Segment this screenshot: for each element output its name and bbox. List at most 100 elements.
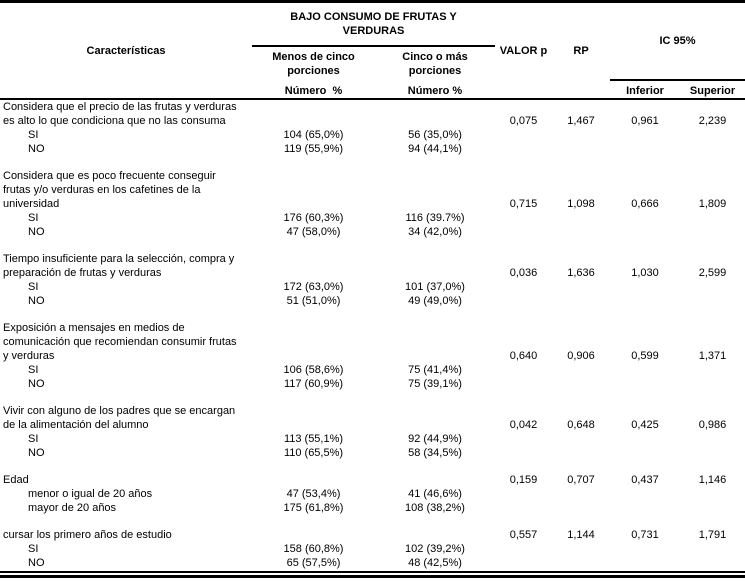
question-row: Considera que el precio de las frutas y … — [0, 99, 745, 128]
question-row: Tiempo insuficiente para la selección, c… — [0, 239, 745, 280]
ic-superior-value: 2,239 — [698, 115, 727, 127]
option-row: NO 47 (58,0%) 34 (42,0%) — [0, 225, 745, 239]
option-row: SI 113 (55,1%) 92 (44,9%) — [0, 432, 745, 446]
option-label: SI — [28, 129, 39, 141]
option-label: NO — [28, 378, 45, 390]
rp-value: 1,467 — [567, 115, 595, 127]
header-row-1: Características BAJO CONSUMO DE FRUTAS Y… — [0, 3, 745, 100]
ic-superior-value: 0,986 — [698, 419, 727, 431]
option-label: SI — [28, 433, 39, 445]
option-row: NO 117 (60,9%) 75 (39,1%) — [0, 377, 745, 391]
menos-cinco-value: 110 (65,5%) — [283, 447, 344, 459]
question-text: cursar los primero años de estudio — [3, 529, 172, 541]
option-row: NO 110 (65,5%) 58 (34,5%) — [0, 446, 745, 460]
valor-p-value: 0,075 — [509, 115, 538, 127]
column-header-valor-p: VALOR p — [495, 3, 553, 100]
cinco-o-mas-value: 116 (39.7%) — [405, 212, 465, 224]
question-row: Considera que es poco frecuente consegui… — [0, 156, 745, 211]
option-row: NO 119 (55,9%) 94 (44,1%) — [0, 142, 745, 156]
ic-inferior-value: 0,961 — [631, 115, 659, 127]
ic-superior-value: 2,599 — [698, 267, 727, 279]
cinco-o-mas-value: 56 (35,0%) — [408, 129, 462, 141]
option-row: SI 158 (60,8%) 102 (39,2%) — [0, 542, 745, 556]
cinco-o-mas-value: 108 (38,2%) — [405, 502, 465, 514]
column-header-numero-pct-cinco: Número % — [375, 80, 496, 100]
column-group-header-bajo-consumo: BAJO CONSUMO DE FRUTAS Y VERDURAS — [252, 3, 496, 47]
cinco-o-mas-value: 92 (44,9%) — [408, 433, 462, 445]
valor-p-value: 0,036 — [509, 267, 538, 279]
valor-p-value: 0,715 — [509, 198, 538, 210]
cinco-o-mas-value: 75 (39,1%) — [408, 378, 462, 390]
ic-inferior-value: 0,666 — [631, 198, 659, 210]
column-header-caracteristicas: Características — [0, 3, 252, 100]
cinco-o-mas-value: 75 (41,4%) — [408, 364, 462, 376]
header-row-2: Menos de cinco porciones Cinco o más por… — [0, 46, 745, 80]
cinco-o-mas-value: 48 (42,5%) — [408, 557, 462, 569]
ic-superior-value: 1,791 — [698, 529, 727, 541]
option-label: NO — [28, 295, 45, 307]
question-text: Tiempo insuficiente para la selección, c… — [3, 253, 235, 279]
menos-cinco-value: 104 (65,0%) — [283, 129, 344, 141]
option-label: menor o igual de 20 años — [28, 488, 153, 500]
ic-inferior-value: 0,437 — [631, 474, 659, 486]
option-row: menor o igual de 20 años 47 (53,4%) 41 (… — [0, 487, 745, 501]
menos-cinco-value: 113 (55,1%) — [283, 433, 344, 445]
rp-value: 0,707 — [567, 474, 595, 486]
table-body: Considera que el precio de las frutas y … — [0, 99, 745, 570]
ic-superior-value: 1,371 — [698, 350, 727, 362]
statistics-table: Características BAJO CONSUMO DE FRUTAS Y… — [0, 3, 745, 570]
cinco-o-mas-value: 94 (44,1%) — [408, 143, 462, 155]
option-row: SI 106 (58,6%) 75 (41,4%) — [0, 363, 745, 377]
option-label: mayor de 20 años — [28, 502, 117, 514]
menos-cinco-value: 119 (55,9%) — [283, 143, 344, 155]
column-header-numero-pct-menos: Número % — [252, 80, 375, 100]
option-label: NO — [28, 557, 45, 569]
option-row: NO 51 (51,0%) 49 (49,0%) — [0, 294, 745, 308]
valor-p-value: 0,042 — [509, 419, 538, 431]
menos-cinco-value: 47 (53,4%) — [286, 488, 341, 500]
question-row: Exposición a mensajes en medios de comun… — [0, 308, 745, 363]
option-row: SI 172 (63,0%) 101 (37,0%) — [0, 280, 745, 294]
rp-value: 1,144 — [567, 529, 595, 541]
column-header-inferior: Inferior — [610, 80, 681, 100]
option-label: SI — [28, 364, 39, 376]
question-row: Edad 0,159 0,707 0,437 1,146 — [0, 460, 745, 487]
cinco-o-mas-value: 101 (37,0%) — [405, 281, 465, 293]
question-text: Considera que es poco frecuente consegui… — [3, 170, 216, 210]
cinco-o-mas-value: 34 (42,0%) — [408, 226, 462, 238]
option-label: NO — [28, 447, 45, 459]
menos-cinco-value: 158 (60,8%) — [283, 543, 344, 555]
rp-value: 1,636 — [567, 267, 595, 279]
ic-superior-value: 1,809 — [698, 198, 727, 210]
column-header-cinco-o-mas-porciones: Cinco o más porciones — [402, 50, 468, 77]
option-row: SI 104 (65,0%) 56 (35,0%) — [0, 128, 745, 142]
menos-cinco-value: 176 (60,3%) — [283, 212, 344, 224]
option-label: NO — [28, 143, 45, 155]
option-row: NO 65 (57,5%) 48 (42,5%) — [0, 556, 745, 570]
bottom-rule-thin — [0, 571, 745, 573]
cinco-o-mas-value: 41 (46,6%) — [408, 488, 462, 500]
ic-inferior-value: 0,731 — [631, 529, 659, 541]
question-text: Considera que el precio de las frutas y … — [3, 101, 237, 127]
menos-cinco-value: 172 (63,0%) — [283, 281, 344, 293]
menos-cinco-value: 117 (60,9%) — [283, 378, 344, 390]
header-row-3: Número % Número % Inferior Superior — [0, 80, 745, 100]
bottom-rule-thick — [0, 575, 745, 578]
option-row: SI 176 (60,3%) 116 (39.7%) — [0, 211, 745, 225]
cinco-o-mas-value: 102 (39,2%) — [405, 543, 465, 555]
valor-p-value: 0,640 — [509, 350, 538, 362]
question-text: Edad — [3, 474, 29, 486]
valor-p-value: 0,159 — [509, 474, 538, 486]
rp-value: 0,648 — [567, 419, 595, 431]
ic-inferior-value: 0,425 — [631, 419, 659, 431]
menos-cinco-value: 51 (51,0%) — [286, 295, 341, 307]
question-row: Vivir con alguno de los padres que se en… — [0, 391, 745, 432]
option-label: SI — [28, 543, 39, 555]
ic-inferior-value: 1,030 — [631, 267, 659, 279]
menos-cinco-value: 47 (58,0%) — [286, 226, 341, 238]
cinco-o-mas-value: 58 (34,5%) — [408, 447, 462, 459]
ic-superior-value: 1,146 — [698, 474, 727, 486]
column-header-rp: RP — [552, 3, 611, 100]
column-header-superior: Superior — [680, 80, 745, 100]
